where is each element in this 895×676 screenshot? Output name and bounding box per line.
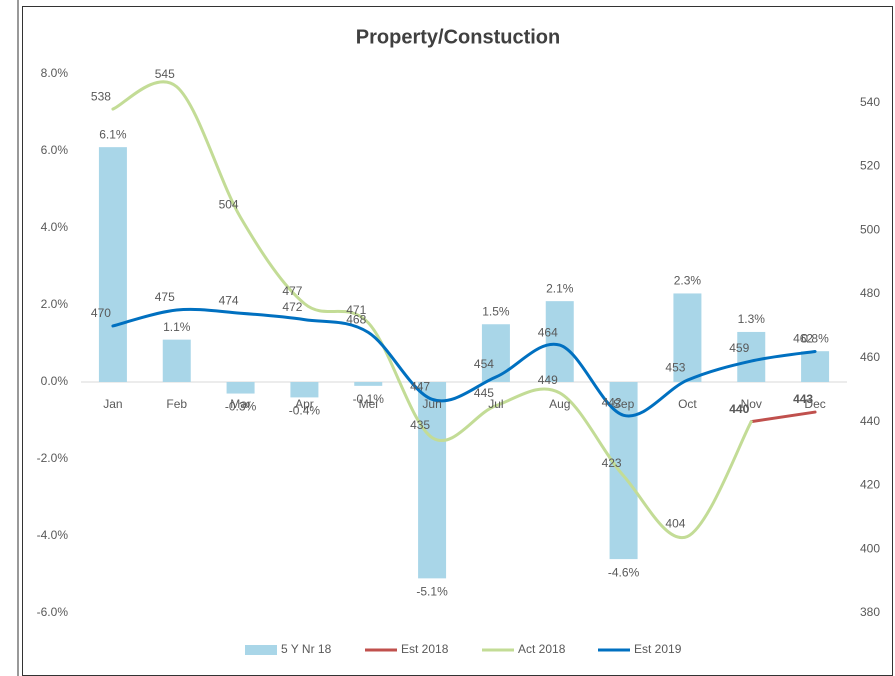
y-tick-label: 6.0% (41, 143, 69, 157)
line (111, 307, 817, 418)
x-tick-label: Mar (230, 397, 251, 411)
bar-label: -0.4% (289, 404, 321, 418)
y2-tick-label: 400 (860, 541, 880, 555)
line-label: 538 (91, 89, 111, 103)
x-tick-label: Jul (488, 397, 503, 411)
bar (418, 382, 447, 579)
y2-tick-label: 520 (860, 159, 880, 173)
x-tick-label: Jan (103, 397, 122, 411)
bar (354, 382, 383, 386)
bar (162, 339, 191, 382)
chart-title: Property/Constuction (356, 26, 560, 48)
bar-label: -0.1% (353, 392, 385, 406)
line-label: 440 (729, 402, 749, 416)
line-label: 470 (91, 306, 111, 320)
x-tick-label: Aug (549, 397, 570, 411)
legend-label: Act 2018 (518, 642, 566, 656)
legend-label: Est 2019 (634, 642, 682, 656)
line-label: 454 (474, 357, 494, 371)
bar (481, 324, 510, 382)
y2-tick-label: 480 (860, 286, 880, 300)
bar (801, 351, 830, 382)
line-label: 471 (346, 303, 366, 317)
bar (290, 382, 319, 398)
line (111, 80, 753, 540)
x-tick-label: Feb (166, 397, 187, 411)
y2-tick-label: 440 (860, 414, 880, 428)
line-label: 435 (410, 418, 430, 432)
line-label: 449 (538, 373, 558, 387)
line-label: 440 (729, 402, 749, 416)
bar (226, 382, 255, 394)
line-label: 475 (155, 290, 175, 304)
line-label: 443 (793, 392, 813, 406)
line-label: 459 (729, 341, 749, 355)
bar-label: 1.3% (738, 312, 766, 326)
bar-label: 6.1% (99, 127, 127, 141)
x-tick-label: Nov (741, 397, 762, 411)
y2-tick-label: 420 (860, 478, 880, 492)
line-label: 545 (155, 67, 175, 81)
x-tick-label: Sep (613, 397, 635, 411)
y2-tick-label: 380 (860, 605, 880, 619)
x-tick-label: Oct (678, 397, 697, 411)
line-label: 468 (346, 313, 366, 327)
bar (545, 301, 574, 382)
legend-label: Est 2018 (401, 642, 449, 656)
y-tick-label: 2.0% (41, 297, 69, 311)
bar-label: -4.6% (608, 565, 640, 579)
y-tick-label: 0.0% (41, 374, 69, 388)
bar-label: 0.8% (801, 331, 829, 345)
bar (673, 293, 702, 382)
line-label: 472 (282, 300, 302, 314)
y-tick-label: 4.0% (41, 220, 69, 234)
line (749, 410, 817, 424)
y2-tick-label: 540 (860, 95, 880, 109)
x-tick-label: Apr (295, 397, 314, 411)
y2-tick-label: 500 (860, 222, 880, 236)
line-label: 453 (665, 360, 685, 374)
bar-label: 1.1% (163, 320, 191, 334)
line-label: 464 (538, 325, 558, 339)
bar (737, 331, 766, 382)
bar-label: 2.3% (674, 274, 702, 288)
line-label: 404 (665, 517, 685, 531)
y-tick-label: -2.0% (37, 451, 69, 465)
y-tick-label: -4.0% (37, 528, 69, 542)
bar (98, 147, 127, 382)
x-tick-label: Dec (804, 397, 825, 411)
bar-label: 1.5% (482, 304, 510, 318)
line-label: 477 (282, 284, 302, 298)
line-label: 447 (410, 379, 430, 393)
line-label: 442 (602, 395, 622, 409)
legend-label: 5 Y Nr 18 (281, 642, 332, 656)
line-label: 504 (219, 198, 239, 212)
y2-tick-label: 460 (860, 350, 880, 364)
line-label: 474 (219, 293, 239, 307)
x-tick-label: Jun (422, 397, 441, 411)
y-tick-label: -6.0% (37, 605, 69, 619)
line-label: 445 (474, 386, 494, 400)
bar-label: 2.1% (546, 281, 574, 295)
bar-label: -5.1% (416, 585, 448, 599)
x-tick-label: Mei (359, 397, 378, 411)
legend-swatch (245, 645, 277, 655)
line-label: 423 (602, 456, 622, 470)
line-label: 462 (793, 332, 813, 346)
bar-label: -0.3% (225, 400, 257, 414)
y-tick-label: 8.0% (41, 66, 69, 80)
